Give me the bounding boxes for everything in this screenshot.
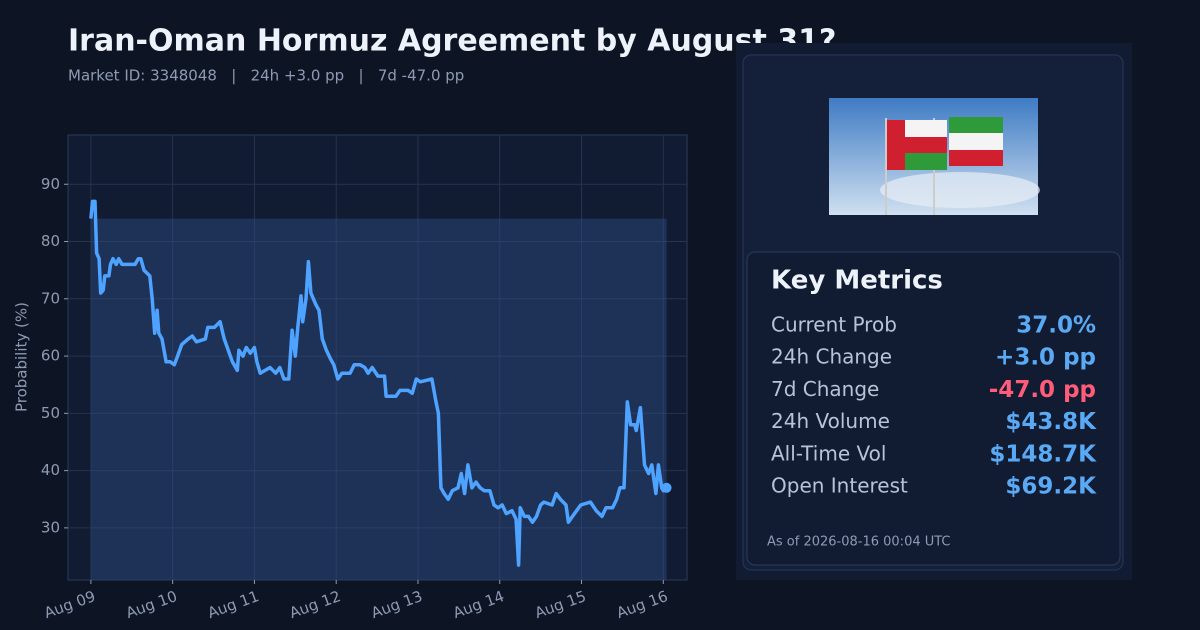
metric-label: Open Interest [771, 474, 908, 498]
y-tick-label: 40 [41, 461, 60, 479]
y-tick-label: 50 [41, 404, 60, 422]
y-tick-label: 80 [41, 232, 60, 250]
metric-label: 24h Change [771, 345, 892, 369]
metric-value: +3.0 pp [995, 345, 1096, 371]
flag-image [829, 98, 1040, 215]
y-tick-label: 60 [41, 347, 60, 365]
metric-value: $69.2K [1005, 474, 1097, 500]
y-tick-label: 30 [41, 518, 60, 536]
metric-value: -47.0 pp [989, 377, 1096, 403]
probability-line [89, 199, 668, 567]
y-tick-label: 70 [41, 289, 60, 307]
metrics-footer: As of 2026-08-16 00:04 UTC [767, 535, 951, 550]
title: Iran-Oman Hormuz Agreement by August 31? [68, 24, 836, 59]
metric-label: Current Prob [771, 313, 897, 337]
metric-value: $43.8K [1005, 409, 1097, 435]
metric-label: 7d Change [771, 377, 879, 401]
subtitle: Market ID: 3348048 | 24h +3.0 pp | 7d -4… [68, 67, 464, 85]
metric-value: 37.0% [1016, 313, 1096, 339]
metric-label: 24h Volume [771, 409, 890, 433]
y-axis-label: Probability (%) [13, 302, 31, 412]
metric-value: $148.7K [989, 441, 1097, 467]
last-point [661, 482, 672, 493]
metrics-card [746, 251, 1121, 566]
metrics-title: Key Metrics [771, 266, 943, 296]
range-band [90, 218, 667, 581]
metric-label: All-Time Vol [771, 441, 886, 465]
y-tick-label: 90 [41, 175, 60, 193]
